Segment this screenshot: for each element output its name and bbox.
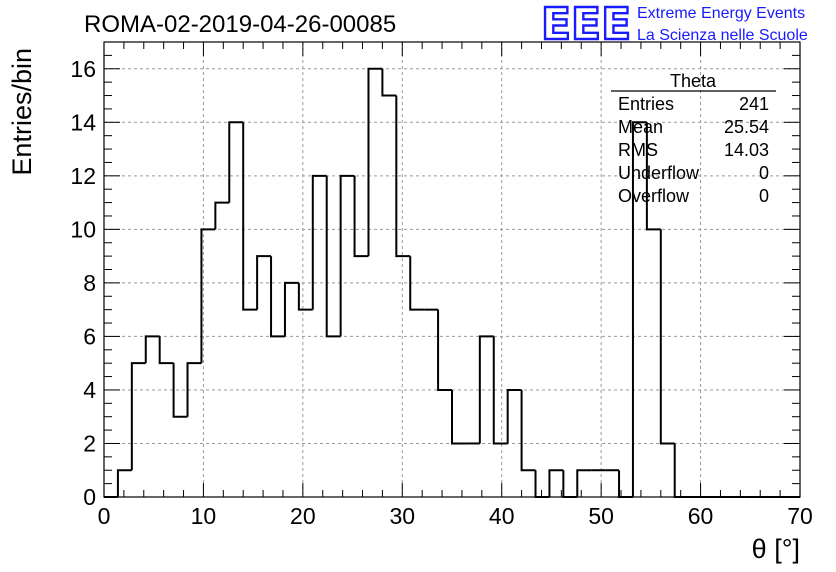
hist-bin-10	[242, 122, 258, 311]
stats-value-mean: 25.54	[724, 117, 769, 137]
hist-bin-34	[576, 469, 592, 497]
stats-label-overflow: Overflow	[618, 186, 690, 206]
hist-bin-16	[325, 175, 341, 338]
hist-bin-4	[158, 336, 174, 365]
hist-bin-20	[381, 68, 397, 97]
hist-bin-5	[172, 363, 188, 418]
hist-bin-7	[200, 228, 216, 364]
hist-bin-33	[562, 470, 578, 498]
hist-bin-14	[297, 282, 313, 311]
hist-bin-8	[214, 201, 230, 230]
stats-label-entries: Entries	[618, 94, 674, 114]
hist-bin-3	[144, 335, 160, 364]
stats-value-underflow: 0	[759, 163, 769, 183]
x-tick-label-4: 40	[489, 503, 515, 529]
hist-bin-27	[478, 335, 494, 444]
y-tick-label-2: 4	[83, 377, 96, 403]
stats-label-underflow: Underflow	[618, 163, 700, 183]
hist-bin-13	[283, 281, 299, 337]
stats-value-overflow: 0	[759, 186, 769, 206]
y-axis-label: Entries/bin	[7, 48, 37, 176]
y-tick-label-4: 8	[83, 270, 96, 296]
x-tick-label-0: 0	[98, 503, 111, 529]
y-tick-label-7: 14	[70, 109, 96, 135]
hist-bin-19	[367, 67, 383, 257]
eee-logo-mark: EEE	[541, 0, 631, 50]
x-tick-label-5: 50	[588, 503, 614, 529]
x-tick-label-2: 20	[290, 503, 316, 529]
hist-bin-22	[409, 256, 425, 311]
hist-bin-30	[520, 389, 536, 472]
stats-value-entries: 241	[739, 94, 769, 114]
hist-bin-38	[631, 121, 647, 497]
hist-bin-24	[437, 309, 452, 391]
x-tick-label-1: 10	[191, 503, 217, 529]
hist-bin-2	[130, 362, 146, 471]
hist-bin-32	[548, 469, 564, 497]
histogram-bars	[104, 67, 800, 498]
y-tick-label-8: 16	[70, 56, 96, 82]
stats-label-rms: RMS	[618, 140, 658, 160]
hist-bin-40	[659, 229, 675, 445]
x-tick-label-7: 70	[787, 503, 813, 529]
hist-bin-21	[395, 95, 411, 258]
y-tick-label-3: 6	[83, 323, 96, 349]
stats-title: Theta	[670, 71, 717, 91]
x-tick-label-6: 60	[688, 503, 714, 529]
chart-title: ROMA-02-2019-04-26-00085	[84, 11, 396, 38]
x-axis-label: θ [°]	[752, 534, 800, 564]
hist-bin-1	[116, 469, 132, 497]
eee-logo: EEE Extreme Energy Events La Scienza nel…	[540, 0, 808, 51]
hist-bin-18	[353, 175, 369, 258]
hist-bin-41	[673, 443, 689, 498]
hist-bin-12	[270, 256, 285, 338]
hist-bin-31	[534, 470, 550, 498]
stats-box: Theta Entries 241 Mean 25.54 RMS 14.03 Underfl…	[611, 71, 776, 206]
x-tick-label-3: 30	[389, 503, 415, 529]
y-tick-label-1: 2	[83, 430, 96, 456]
y-tick-label-5: 10	[70, 216, 96, 242]
hist-bin-9	[228, 121, 244, 203]
hist-bin-39	[645, 122, 661, 231]
hist-bin-17	[339, 174, 355, 337]
hist-bin-15	[311, 174, 327, 310]
y-tick-labels: 0 2 4 6 8 10 12 14 16	[70, 56, 96, 510]
logo-line-2: La Scienza nelle Scuole	[637, 27, 808, 44]
hist-bin-25	[451, 389, 466, 445]
grid	[104, 42, 800, 497]
y-tick-label-0: 0	[83, 484, 96, 510]
x-tick-labels: 0 10 20 30 40 50 60 70	[98, 503, 813, 529]
stats-value-rms: 14.03	[724, 140, 769, 160]
stats-label-mean: Mean	[618, 117, 663, 137]
axes	[103, 41, 801, 498]
hist-bin-11	[256, 255, 272, 310]
y-tick-label-6: 12	[70, 163, 96, 189]
hist-bin-29	[506, 388, 522, 444]
hist-bin-28	[492, 336, 508, 445]
logo-line-1: Extreme Energy Events	[637, 5, 805, 22]
hist-bin-6	[186, 362, 202, 417]
